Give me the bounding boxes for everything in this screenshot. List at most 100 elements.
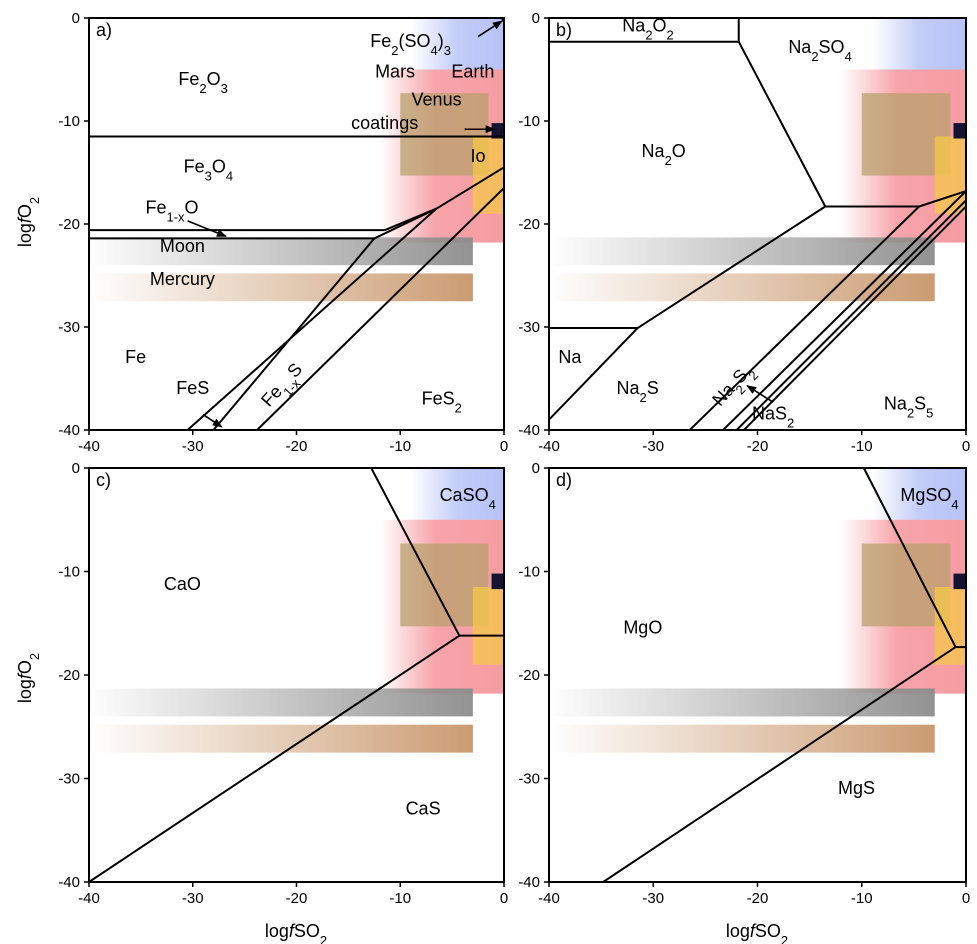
- y-tick-label: 0: [72, 460, 80, 477]
- io-region: [472, 136, 504, 214]
- phase-label: Na2S: [616, 378, 658, 405]
- x-tick-label: 0: [962, 890, 970, 907]
- x-tick-label: -30: [182, 890, 204, 907]
- y-tick-label: -30: [58, 771, 80, 788]
- x-tick-label: 0: [500, 438, 508, 455]
- body-label-mars: Mars: [375, 62, 415, 82]
- label-arrow-3: [477, 20, 503, 38]
- phase-boundary-9: [689, 205, 920, 430]
- io-region: [934, 136, 966, 214]
- x-tick-label: -40: [78, 890, 100, 907]
- moon-region: [554, 237, 935, 266]
- phase-label: CaO: [164, 574, 201, 594]
- earth-region: [872, 468, 966, 520]
- phase-label: Na2O2: [622, 15, 673, 42]
- coatings-region: [953, 573, 966, 590]
- x-tick-label: 0: [500, 890, 508, 907]
- phase-boundary-1: [370, 468, 461, 637]
- x-tick-label: -20: [747, 438, 769, 455]
- phase-boundary-9: [256, 187, 504, 430]
- phase-boundary-3: [602, 646, 957, 882]
- x-tick-label: -30: [642, 438, 664, 455]
- x-tick-label: -10: [389, 438, 411, 455]
- phase-label: Na2O: [642, 141, 686, 168]
- coatings-region: [953, 123, 966, 139]
- phase-boundary-6: [436, 166, 504, 210]
- x-axis-title-right: logfSO2: [726, 921, 788, 944]
- io-region: [472, 587, 504, 665]
- x-axis-title-left: logfSO2: [265, 921, 327, 944]
- phase-label: Fe: [125, 347, 146, 367]
- phase-label: MgO: [623, 618, 662, 638]
- phase-boundary-3: [89, 634, 460, 882]
- y-tick-label: -30: [518, 771, 540, 788]
- body-label-io: Io: [471, 146, 486, 166]
- y-tick-label: -40: [58, 874, 80, 891]
- phase-label: Fe1-xO: [145, 198, 198, 225]
- moon-region: [94, 688, 473, 717]
- phase-boundary-8: [212, 237, 376, 430]
- phase-label: NaS2: [752, 404, 794, 431]
- phase-boundary-7: [186, 207, 438, 430]
- mercury-region: [94, 724, 473, 753]
- body-label-coatings: coatings: [351, 113, 418, 133]
- phase-boundary-5: [918, 190, 966, 208]
- x-tick-label: -20: [286, 438, 308, 455]
- moon-region: [94, 237, 473, 266]
- y-tick-label: 0: [532, 10, 540, 27]
- y-tick-label: -30: [58, 319, 80, 336]
- x-tick-label: -40: [538, 438, 560, 455]
- y-tick-label: -40: [518, 874, 540, 891]
- body-label-earth: Earth: [451, 62, 494, 82]
- x-tick-label: -40: [538, 890, 560, 907]
- y-tick-label: -10: [518, 564, 540, 581]
- coatings-region: [491, 573, 504, 590]
- y-tick-label: 0: [532, 460, 540, 477]
- y-tick-label: -20: [58, 216, 80, 233]
- phase-boundary-7: [549, 327, 639, 421]
- body-label-mercury: Mercury: [150, 269, 215, 289]
- x-tick-label: -40: [78, 438, 100, 455]
- mercury-region: [94, 273, 473, 302]
- panel-label: a): [96, 20, 112, 40]
- moon-region: [554, 688, 935, 717]
- panel-label: d): [556, 470, 572, 490]
- y-tick-label: -10: [58, 564, 80, 581]
- x-tick-label: -30: [642, 890, 664, 907]
- phase-label: Fe3O4: [184, 157, 233, 184]
- phase-boundary-11: [735, 199, 966, 430]
- phase-label: CaSO4: [440, 485, 496, 512]
- y-tick-label: -20: [58, 667, 80, 684]
- mercury-region: [554, 724, 935, 753]
- earth-region: [410, 18, 504, 70]
- phase-label: Na2SO4: [788, 37, 851, 64]
- phase-label: Fe2O3: [178, 69, 227, 96]
- x-tick-label: -10: [389, 890, 411, 907]
- phase-boundary-10: [722, 190, 966, 430]
- panel-label: c): [96, 470, 111, 490]
- label-arrow-2: [202, 413, 223, 428]
- y-axis-title-top: logfO2: [15, 197, 42, 247]
- phase-label: FeS: [176, 378, 209, 398]
- mercury-region: [554, 273, 935, 302]
- y-tick-label: -30: [518, 319, 540, 336]
- phase-boundary-12: [743, 205, 966, 430]
- phase-boundary-8: [637, 205, 826, 329]
- y-tick-label: -10: [58, 113, 80, 130]
- x-tick-label: -30: [182, 438, 204, 455]
- phase-label: FeS2: [422, 388, 462, 415]
- y-tick-label: 0: [72, 10, 80, 27]
- panel-d: -40 -30 -20 -10 0 0 -10 -20 -30 -40 d) MgSO4 MgO MgS: [518, 460, 970, 907]
- label-arrow-1: [746, 385, 774, 403]
- phase-label: CaS: [406, 799, 441, 819]
- earth-region: [410, 468, 504, 520]
- y-tick-label: -20: [518, 667, 540, 684]
- phase-label: Na2S5: [884, 393, 933, 420]
- y-axis-title-bottom: logfO2: [15, 653, 42, 703]
- panel-a: -40 -30 -20 -10 0 0 -10 -20 -30 -40 a) Fe2O3 Fe3O4 Fe…: [58, 10, 508, 455]
- io-region: [934, 587, 966, 665]
- phase-boundary-5: [384, 207, 437, 232]
- panel-label: b): [556, 20, 572, 40]
- x-tick-label: -20: [747, 890, 769, 907]
